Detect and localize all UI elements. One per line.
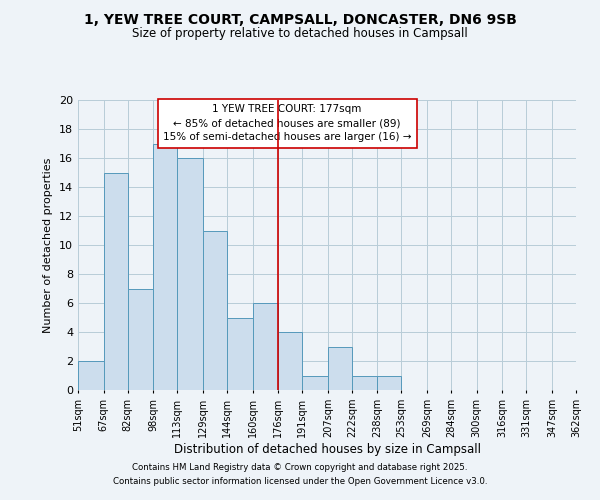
Text: Contains public sector information licensed under the Open Government Licence v3: Contains public sector information licen… xyxy=(113,477,487,486)
Text: Contains HM Land Registry data © Crown copyright and database right 2025.: Contains HM Land Registry data © Crown c… xyxy=(132,464,468,472)
Bar xyxy=(377,376,401,390)
Bar xyxy=(153,144,177,390)
Bar xyxy=(328,346,352,390)
Text: Size of property relative to detached houses in Campsall: Size of property relative to detached ho… xyxy=(132,28,468,40)
Bar xyxy=(302,376,328,390)
Bar xyxy=(253,303,278,390)
Bar xyxy=(104,172,128,390)
Bar xyxy=(352,376,377,390)
Bar xyxy=(177,158,203,390)
Bar xyxy=(78,361,104,390)
Bar xyxy=(203,230,227,390)
Text: 1 YEW TREE COURT: 177sqm
← 85% of detached houses are smaller (89)
15% of semi-d: 1 YEW TREE COURT: 177sqm ← 85% of detach… xyxy=(163,104,412,142)
Bar xyxy=(128,288,153,390)
Text: 1, YEW TREE COURT, CAMPSALL, DONCASTER, DN6 9SB: 1, YEW TREE COURT, CAMPSALL, DONCASTER, … xyxy=(83,12,517,26)
Bar xyxy=(278,332,302,390)
Y-axis label: Number of detached properties: Number of detached properties xyxy=(43,158,53,332)
Bar xyxy=(227,318,253,390)
X-axis label: Distribution of detached houses by size in Campsall: Distribution of detached houses by size … xyxy=(173,442,481,456)
